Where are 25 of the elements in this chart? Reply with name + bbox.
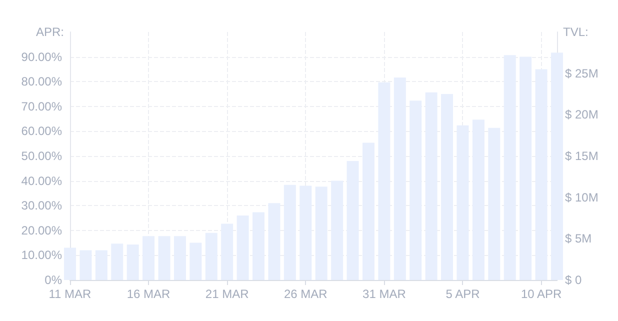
y2-tick-label: $ 25M [565, 66, 598, 80]
y-tick-label: 30.00% [21, 198, 62, 213]
x-tick-label: 21 MAR [205, 287, 250, 301]
y2-tick-label: $ 20M [565, 108, 598, 122]
y-tick-label: 20.00% [21, 223, 62, 238]
y-tick-label: 60.00% [21, 124, 62, 138]
y-tick-label: 10.00% [21, 248, 62, 262]
y2-tick-label: $ 5M [565, 232, 592, 246]
x-tick-label: 11 MAR [48, 287, 92, 301]
y2-tick-label: $ 15M [565, 149, 598, 163]
x-tick-label: 5 APR [446, 287, 480, 301]
y-axis-title: APR: [36, 25, 64, 39]
y-tick-label: 40.00% [21, 174, 62, 188]
y2-tick-label: $ 0 [565, 273, 582, 287]
y-tick-label: 70.00% [21, 99, 62, 114]
y2-axis-title: TVL: [563, 25, 588, 39]
y-tick-label: 90.00% [21, 50, 62, 64]
y2-tick-label: $ 10M [565, 190, 598, 204]
y-tick-label: 0% [44, 273, 62, 287]
x-tick-label: 31 MAR [362, 287, 406, 301]
x-tick-label: 10 APR [520, 287, 562, 301]
x-tick-label: 26 MAR [284, 287, 328, 301]
x-tick-label: 16 MAR [126, 287, 171, 301]
y-tick-label: 50.00% [21, 149, 62, 163]
y-tick-label: 80.00% [21, 74, 62, 89]
